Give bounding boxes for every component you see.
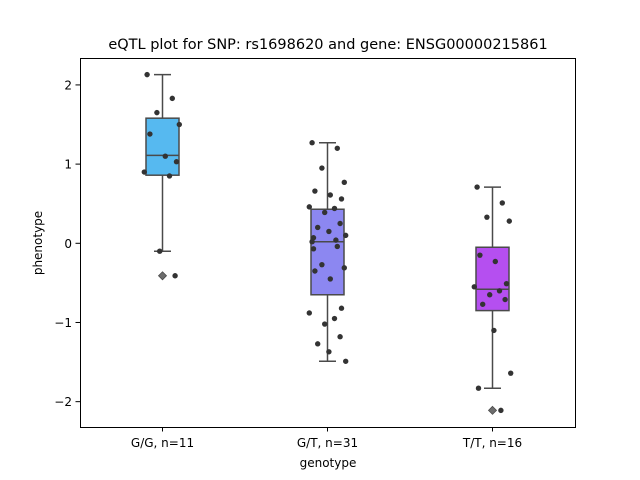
y-axis: 2 1 0 −1 −2	[54, 78, 80, 409]
data-point	[176, 121, 182, 128]
box-group	[141, 71, 182, 281]
data-point	[173, 159, 180, 165]
data-point	[498, 407, 504, 414]
data-point	[306, 310, 312, 316]
box	[145, 117, 180, 176]
plot-content	[141, 71, 514, 415]
data-point	[475, 385, 482, 391]
x-tick-label: T/T, n=16	[462, 436, 522, 450]
data-point	[309, 140, 315, 146]
outlier-marker	[157, 271, 168, 281]
data-point	[162, 153, 168, 159]
data-point	[310, 246, 317, 252]
data-point	[474, 184, 480, 190]
data-point	[327, 192, 333, 198]
outlier-marker	[487, 405, 498, 415]
y-tick-label: 2	[64, 78, 72, 92]
box-group	[471, 184, 514, 415]
data-point	[306, 204, 312, 210]
data-point	[322, 321, 328, 327]
data-point	[147, 131, 153, 137]
box-group	[306, 140, 349, 364]
data-point	[319, 261, 325, 268]
data-point	[157, 248, 163, 254]
data-point	[487, 292, 493, 298]
data-point	[341, 265, 347, 271]
data-point	[471, 284, 477, 290]
data-point	[334, 145, 340, 151]
data-point	[312, 188, 318, 194]
data-point	[502, 296, 508, 303]
x-axis-label: genotype	[300, 456, 357, 470]
x-tick-label: G/G, n=11	[131, 436, 194, 450]
data-point	[322, 209, 328, 216]
data-point	[331, 315, 338, 322]
data-point	[343, 232, 349, 239]
data-point	[154, 109, 160, 116]
data-point	[326, 228, 332, 235]
data-point	[312, 268, 318, 274]
data-point	[491, 327, 497, 334]
x-axis: G/G, n=11 G/T, n=31 T/T, n=16	[131, 427, 522, 450]
data-point	[343, 358, 349, 364]
data-point	[144, 71, 150, 78]
data-point	[309, 239, 315, 245]
data-point	[172, 273, 178, 279]
data-point	[141, 169, 147, 175]
data-point	[337, 220, 343, 227]
y-tick-label: −2	[54, 395, 72, 409]
data-point	[333, 237, 339, 243]
data-point	[331, 205, 338, 212]
data-point	[327, 276, 333, 282]
data-point	[508, 370, 514, 376]
data-point	[496, 288, 503, 294]
data-point	[499, 200, 505, 206]
data-point	[315, 341, 321, 347]
data-point	[341, 179, 347, 186]
data-point	[337, 334, 343, 340]
data-point	[166, 173, 173, 179]
data-point	[319, 165, 325, 171]
data-point	[477, 252, 483, 258]
data-point	[169, 95, 175, 102]
y-tick-label: 1	[64, 158, 72, 172]
data-point	[315, 224, 321, 231]
chart-title: eQTL plot for SNP: rs1698620 and gene: E…	[108, 37, 547, 53]
y-tick-label: −1	[54, 316, 72, 330]
y-tick-label: 0	[64, 237, 72, 251]
data-point	[326, 349, 332, 355]
data-point	[338, 196, 345, 202]
data-point	[334, 243, 340, 250]
data-point	[503, 280, 510, 287]
data-point	[480, 301, 486, 307]
data-point	[338, 305, 345, 311]
data-point	[484, 214, 490, 220]
x-tick-label: G/T, n=31	[297, 436, 358, 450]
data-point	[506, 218, 512, 224]
y-axis-label: phenotype	[31, 211, 45, 275]
data-point	[492, 258, 498, 265]
